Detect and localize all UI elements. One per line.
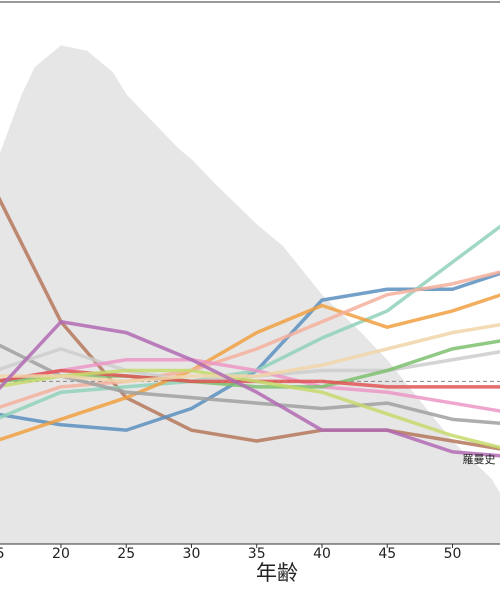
x-tick-label: 40 (313, 546, 331, 562)
series-line (0, 196, 500, 451)
x-tick-label: 50 (444, 546, 462, 562)
x-tick-label: 20 (52, 546, 70, 562)
x-tick-label: 30 (183, 546, 201, 562)
series-line (0, 320, 500, 458)
x-axis-label: 年齢 (256, 561, 298, 585)
density-area (0, 45, 500, 544)
x-tick-label: 15 (0, 546, 5, 562)
series-line (0, 368, 500, 450)
x-tick-label: 35 (248, 546, 266, 562)
series-line (0, 343, 500, 426)
series-line (0, 339, 500, 389)
x-tick-label: 25 (117, 546, 135, 562)
series-line (0, 270, 500, 409)
series-line (0, 322, 500, 384)
series-line (0, 357, 500, 413)
series-label: 羅曼史 (462, 453, 495, 466)
x-tick-label: 45 (378, 546, 396, 562)
series-line (0, 293, 500, 442)
